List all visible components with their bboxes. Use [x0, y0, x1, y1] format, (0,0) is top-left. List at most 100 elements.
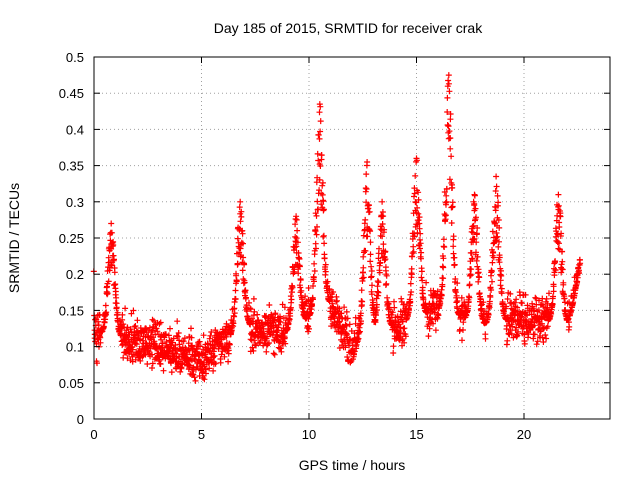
- data-point: [474, 263, 481, 270]
- data-point: [452, 289, 459, 296]
- data-point: [376, 245, 382, 252]
- data-point: [435, 312, 442, 319]
- data-point: [559, 248, 566, 255]
- data-point: [443, 198, 450, 205]
- data-point: [226, 341, 233, 348]
- data-point: [231, 310, 238, 317]
- data-point: [380, 213, 387, 220]
- data-point: [445, 80, 452, 87]
- data-point: [312, 210, 319, 217]
- data-point: [555, 245, 562, 252]
- data-point: [237, 198, 244, 205]
- data-point: [446, 88, 453, 95]
- data-point: [249, 344, 256, 351]
- y-tick-label: 0.35: [59, 159, 84, 174]
- data-point: [278, 348, 285, 355]
- data-point: [555, 202, 562, 209]
- data-point: [556, 224, 563, 230]
- data-point: [94, 360, 100, 367]
- data-point: [480, 299, 487, 306]
- data-point: [360, 253, 367, 260]
- data-point: [519, 300, 525, 307]
- x-axis-label: GPS time / hours: [299, 457, 406, 473]
- data-point: [358, 287, 365, 294]
- data-point: [263, 348, 270, 355]
- y-tick-label: 0.3: [66, 195, 84, 210]
- data-point: [241, 261, 248, 268]
- data-point: [320, 233, 327, 240]
- data-point: [321, 240, 328, 247]
- data-point: [475, 266, 482, 273]
- data-point: [416, 236, 423, 243]
- data-point: [130, 307, 137, 314]
- data-point: [159, 340, 166, 347]
- data-point: [368, 273, 375, 280]
- data-point: [415, 189, 422, 196]
- data-point: [434, 288, 441, 295]
- data-point: [330, 289, 337, 295]
- data-point: [379, 221, 386, 227]
- data-point: [232, 287, 239, 294]
- data-point: [293, 243, 300, 250]
- data-point: [510, 334, 517, 341]
- data-point: [157, 319, 164, 326]
- data-point: [560, 281, 567, 288]
- data-point: [154, 328, 161, 335]
- data-point: [316, 176, 323, 183]
- data-point: [272, 311, 279, 318]
- data-point: [373, 301, 380, 308]
- data-point: [498, 290, 505, 297]
- data-point: [358, 318, 364, 325]
- data-point: [540, 339, 547, 345]
- data-point: [413, 155, 420, 162]
- data-point: [375, 255, 382, 262]
- data-point: [376, 269, 383, 276]
- data-point: [197, 343, 203, 350]
- data-point: [473, 257, 480, 264]
- data-point: [97, 339, 104, 346]
- data-point: [468, 266, 475, 273]
- x-tick-labels: 0 5 10 15 20: [90, 427, 531, 442]
- data-point: [546, 290, 552, 297]
- data-point: [288, 296, 295, 303]
- data-point: [366, 208, 373, 215]
- data-point: [449, 199, 456, 206]
- data-point: [377, 259, 384, 266]
- data-point: [460, 327, 466, 333]
- data-point: [441, 244, 448, 250]
- data-point: [163, 331, 169, 338]
- data-point: [313, 212, 320, 219]
- data-point: [552, 266, 559, 273]
- data-point: [342, 344, 349, 351]
- data-point: [394, 313, 401, 320]
- data-point: [238, 208, 245, 215]
- data-point: [111, 256, 117, 263]
- data-point: [538, 320, 545, 327]
- data-point: [474, 253, 481, 260]
- data-point: [334, 297, 340, 304]
- data-point: [281, 304, 288, 311]
- data-point: [95, 318, 101, 325]
- data-point: [504, 296, 511, 302]
- data-point: [451, 254, 458, 261]
- data-point: [314, 223, 320, 230]
- data-point: [407, 299, 414, 306]
- data-point: [555, 191, 562, 198]
- data-point: [238, 213, 245, 220]
- data-point: [251, 308, 258, 315]
- data-point: [418, 255, 424, 262]
- data-point: [466, 294, 473, 301]
- data-point: [533, 341, 540, 348]
- data-point: [313, 245, 319, 252]
- data-point: [495, 217, 502, 223]
- data-point: [507, 290, 514, 297]
- data-point: [374, 278, 381, 285]
- data-point: [175, 330, 182, 336]
- data-point: [363, 186, 370, 192]
- data-point: [532, 294, 539, 301]
- data-point: [542, 332, 549, 338]
- data-point: [322, 268, 329, 275]
- data-point: [320, 206, 327, 213]
- data-point: [374, 283, 381, 290]
- data-point: [460, 319, 467, 326]
